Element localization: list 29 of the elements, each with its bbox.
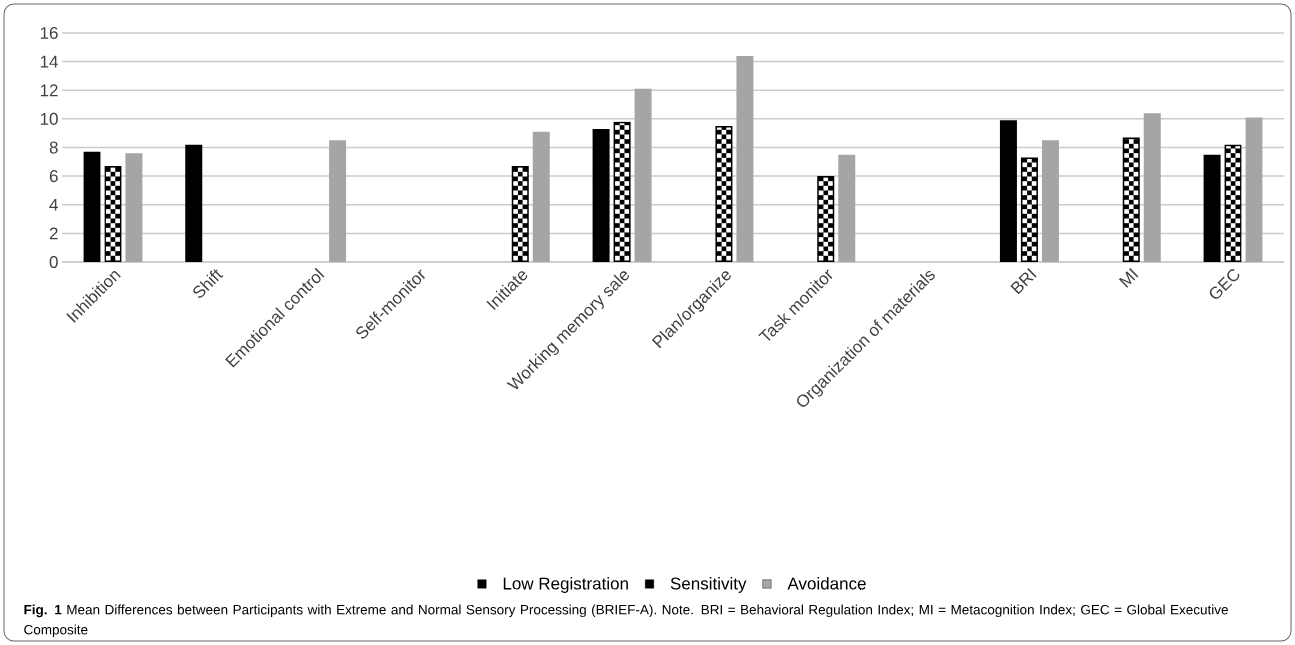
bar [592,128,610,262]
bar [185,144,203,262]
bar [999,120,1017,262]
bar [1245,117,1263,262]
bar [1203,154,1221,262]
bar [1143,113,1161,262]
bar [1041,140,1059,262]
y-tick-label: 16 [40,26,58,40]
y-tick-label: 6 [49,170,58,183]
bar [838,154,856,262]
bar [736,55,754,262]
y-tick-label: 12 [40,84,58,97]
bar [634,88,652,262]
y-tick-label: 0 [49,255,58,269]
text: Fig. 1 Mean Differences between Participants with Extreme and Normal Sensory Processing (BRIEF-A). Note. BRI = Behavioral Regulation Index; MI = Metacognition Index; GEC = Global Executive Composite [24,604,1228,638]
x-tick-label: MI [1118,268,1139,288]
x-tick-label: BRI [1010,268,1037,295]
y-tick-label: 14 [40,55,58,68]
y-tick-label: 10 [40,112,58,125]
bar [532,131,550,262]
y-tick-label: 2 [49,227,58,240]
legend-label: Avoidance [787,577,866,590]
legend-label: Sensitivity [670,577,747,593]
y-tick-label: 4 [49,198,58,211]
bar [125,153,143,262]
legend-label: Low Registration [503,577,628,593]
bar [329,140,347,262]
bar [83,151,101,262]
y-tick-label: 8 [49,141,58,154]
